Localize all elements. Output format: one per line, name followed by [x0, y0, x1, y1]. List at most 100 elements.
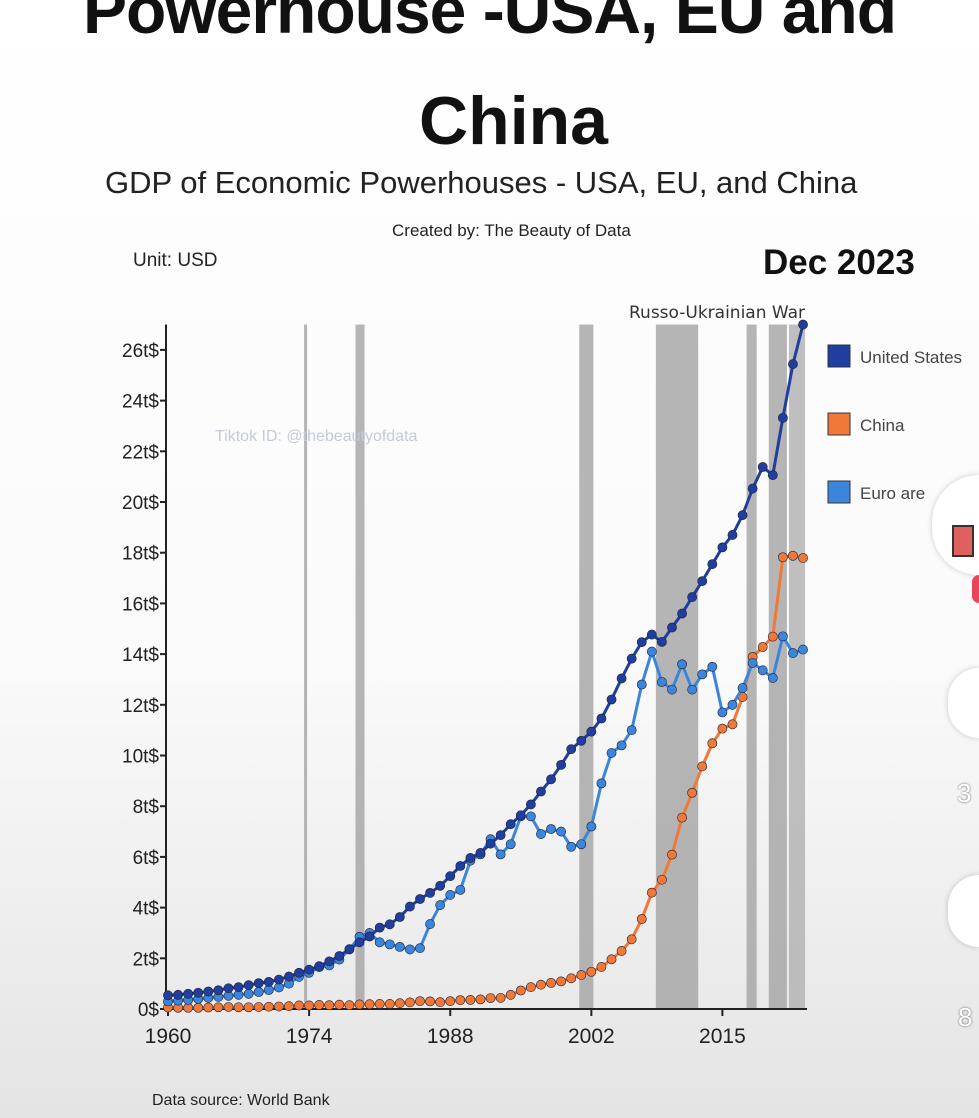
united-states-point: [495, 830, 506, 840]
euro-area-point: [495, 849, 506, 860]
china-point: [405, 997, 415, 1008]
y-tick-label: 14t$: [122, 645, 159, 666]
united-states-point: [626, 653, 637, 664]
china-point: [566, 973, 577, 984]
united-states-point: [667, 622, 677, 633]
united-states-point: [415, 894, 425, 904]
united-states-point: [223, 983, 234, 994]
china-point: [374, 999, 385, 1009]
event-band: [579, 324, 594, 1009]
china-point: [657, 874, 667, 885]
china-point: [788, 550, 798, 561]
euro-area-point: [384, 939, 395, 950]
euro-area-line: [167, 632, 804, 1003]
euro-area-point: [586, 821, 597, 832]
y-tick-label: 24t$: [122, 392, 159, 413]
china-point: [536, 979, 546, 990]
china-point: [697, 761, 708, 772]
united-states-point: [596, 713, 607, 724]
china-point: [465, 994, 476, 1005]
china-point: [354, 999, 365, 1010]
y-tick-label: 2t$: [133, 949, 160, 970]
euro-area-point: [405, 944, 415, 955]
china-point: [525, 982, 536, 993]
date-label: Dec 2023: [763, 243, 915, 282]
united-states-point: [525, 799, 536, 810]
china-point: [777, 552, 788, 563]
united-states-point: [344, 944, 355, 955]
china-point: [243, 1002, 254, 1013]
euro-area-point: [737, 683, 748, 693]
euro-area-point: [536, 829, 546, 839]
euro-area-point: [646, 646, 657, 657]
event-band: [355, 324, 365, 1009]
united-states-point: [354, 937, 365, 948]
united-states-point: [284, 971, 294, 982]
united-states-point: [727, 530, 738, 540]
united-states-point: [515, 810, 526, 821]
event-band: [788, 324, 806, 1009]
china-point: [344, 1000, 355, 1011]
y-tick-label: 26t$: [122, 341, 159, 362]
y-tick-label: 10t$: [122, 747, 159, 768]
euro-area-point: [525, 811, 536, 822]
follow-plus-icon[interactable]: [972, 575, 979, 603]
like-count: 3: [957, 778, 972, 808]
united-states-point: [606, 694, 617, 705]
china-point: [576, 970, 587, 980]
united-states-point: [273, 974, 284, 985]
euro-area-point: [727, 699, 738, 710]
video-title-line-2: China: [419, 83, 608, 159]
united-states-point: [364, 931, 375, 942]
united-states-point: [485, 838, 496, 849]
china-point: [757, 642, 768, 652]
bar-chart-icon: [952, 525, 974, 557]
euro-area-point: [425, 919, 435, 929]
unit-label: Unit: USD: [133, 250, 218, 271]
euro-area-point: [767, 673, 778, 683]
euro-area-point: [546, 824, 556, 834]
china-point: [616, 946, 627, 956]
y-tick-label: 4t$: [133, 899, 160, 920]
euro-area-point: [606, 748, 617, 758]
united-states-point: [374, 922, 385, 933]
euro-area-point: [566, 841, 577, 852]
united-states-point: [586, 726, 597, 737]
united-states-point: [233, 982, 244, 993]
y-tick-label: 6t$: [133, 848, 160, 869]
china-point: [505, 989, 516, 1000]
united-states-point: [566, 744, 577, 755]
united-states-point: [263, 976, 274, 987]
euro-area-point: [435, 900, 446, 910]
euro-area-point: [747, 658, 758, 668]
x-tick-label: 2015: [699, 1025, 746, 1048]
euro-area-point: [777, 631, 788, 642]
united-states-point: [384, 919, 395, 930]
chart-credit: Created by: The Beauty of Data: [392, 221, 631, 240]
euro-area-point: [757, 665, 768, 676]
united-states-point: [687, 592, 698, 602]
united-states-point: [465, 853, 476, 863]
event-band: [304, 324, 308, 1009]
united-states-point: [707, 559, 718, 570]
euro-area-point: [596, 778, 607, 789]
united-states-point: [193, 987, 204, 998]
y-tick-label: 18t$: [122, 544, 159, 565]
euro-area-point: [697, 669, 708, 680]
china-point: [253, 1002, 264, 1012]
china-point: [203, 1002, 214, 1013]
legend-swatch: [827, 344, 851, 368]
data-source: Data source: World Bank: [152, 1092, 330, 1109]
china-point: [667, 849, 677, 860]
euro-area-point: [717, 707, 728, 718]
event-band: [655, 324, 699, 1009]
china-point: [586, 966, 597, 977]
china-point: [626, 934, 637, 945]
united-states-point: [294, 967, 304, 978]
euro-area-point: [556, 826, 567, 837]
china-point: [677, 812, 687, 823]
x-tick-label: 1960: [145, 1025, 192, 1048]
china-point: [515, 985, 526, 996]
euro-area-point: [415, 943, 425, 954]
china-point: [546, 977, 556, 988]
